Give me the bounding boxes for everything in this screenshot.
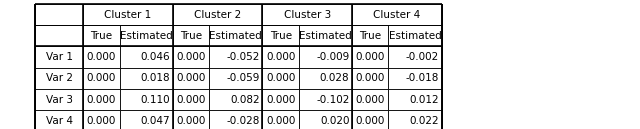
Text: Var 3: Var 3	[45, 95, 73, 105]
Bar	[209, 110, 262, 129]
Bar	[299, 68, 352, 89]
Bar	[262, 25, 299, 46]
Text: Cluster 3: Cluster 3	[284, 10, 331, 19]
Text: 0.022: 0.022	[410, 116, 439, 126]
Bar	[299, 25, 352, 46]
Bar	[209, 46, 262, 68]
Bar	[352, 46, 388, 68]
Text: 0.012: 0.012	[410, 95, 439, 105]
Bar	[352, 89, 388, 110]
Text: Estimated: Estimated	[388, 31, 442, 41]
Bar	[262, 110, 299, 129]
Bar	[209, 25, 262, 46]
Bar	[299, 110, 352, 129]
Text: True: True	[90, 31, 113, 41]
Text: 0.000: 0.000	[266, 52, 295, 62]
Bar	[173, 68, 209, 89]
Text: 0.046: 0.046	[141, 52, 170, 62]
Bar	[173, 46, 209, 68]
Text: -0.052: -0.052	[227, 52, 260, 62]
Text: 0.000: 0.000	[177, 95, 205, 105]
Text: 0.000: 0.000	[87, 95, 116, 105]
Text: 0.000: 0.000	[356, 116, 385, 126]
Text: 0.000: 0.000	[266, 116, 295, 126]
Bar	[352, 110, 388, 129]
Text: Cluster 1: Cluster 1	[104, 10, 152, 19]
Bar	[120, 46, 173, 68]
Text: Estimated: Estimated	[299, 31, 352, 41]
Text: Var 1: Var 1	[45, 52, 73, 62]
Bar	[83, 46, 120, 68]
Text: 0.000: 0.000	[356, 52, 385, 62]
Text: -0.059: -0.059	[227, 73, 260, 83]
Bar	[352, 68, 388, 89]
Text: 0.018: 0.018	[141, 73, 170, 83]
Text: 0.000: 0.000	[356, 95, 385, 105]
Bar	[120, 110, 173, 129]
Text: -0.018: -0.018	[406, 73, 439, 83]
Text: -0.028: -0.028	[227, 116, 260, 126]
Text: 0.000: 0.000	[87, 73, 116, 83]
Text: 0.000: 0.000	[177, 73, 205, 83]
Bar	[173, 110, 209, 129]
Text: Cluster 2: Cluster 2	[194, 10, 241, 19]
Bar	[35, 89, 83, 110]
Text: 0.000: 0.000	[87, 116, 116, 126]
Text: 0.028: 0.028	[320, 73, 349, 83]
Bar	[388, 89, 442, 110]
Bar	[299, 89, 352, 110]
Text: Var 4: Var 4	[45, 116, 73, 126]
Text: -0.102: -0.102	[316, 95, 349, 105]
Text: -0.002: -0.002	[406, 52, 439, 62]
Bar	[83, 25, 120, 46]
Text: 0.110: 0.110	[141, 95, 170, 105]
Text: 0.000: 0.000	[177, 116, 205, 126]
Bar	[35, 110, 83, 129]
Text: 0.000: 0.000	[266, 95, 295, 105]
Bar	[262, 89, 299, 110]
Text: 0.000: 0.000	[266, 73, 295, 83]
Text: True: True	[359, 31, 381, 41]
Bar	[120, 68, 173, 89]
Bar	[35, 4, 83, 25]
Bar	[388, 68, 442, 89]
Bar	[262, 68, 299, 89]
Bar	[388, 110, 442, 129]
Text: -0.009: -0.009	[316, 52, 349, 62]
Text: 0.000: 0.000	[177, 52, 205, 62]
Bar	[35, 68, 83, 89]
Bar	[173, 89, 209, 110]
Bar	[388, 25, 442, 46]
Text: Estimated: Estimated	[120, 31, 173, 41]
Bar	[209, 68, 262, 89]
Text: 0.000: 0.000	[87, 52, 116, 62]
Text: Var 2: Var 2	[45, 73, 73, 83]
Bar	[352, 25, 388, 46]
Bar	[388, 46, 442, 68]
Bar	[173, 25, 209, 46]
Text: 0.020: 0.020	[320, 116, 349, 126]
Bar	[262, 46, 299, 68]
Bar	[120, 25, 173, 46]
Bar	[299, 46, 352, 68]
Text: 0.047: 0.047	[141, 116, 170, 126]
Bar	[120, 89, 173, 110]
Text: 0.000: 0.000	[356, 73, 385, 83]
Bar	[35, 25, 83, 46]
Bar	[209, 89, 262, 110]
Bar	[35, 46, 83, 68]
Text: True: True	[180, 31, 202, 41]
Text: True: True	[269, 31, 292, 41]
Bar	[83, 110, 120, 129]
Text: Estimated: Estimated	[209, 31, 262, 41]
Bar	[83, 68, 120, 89]
Text: Cluster 4: Cluster 4	[373, 10, 420, 19]
Text: 0.082: 0.082	[230, 95, 260, 105]
Bar	[83, 89, 120, 110]
